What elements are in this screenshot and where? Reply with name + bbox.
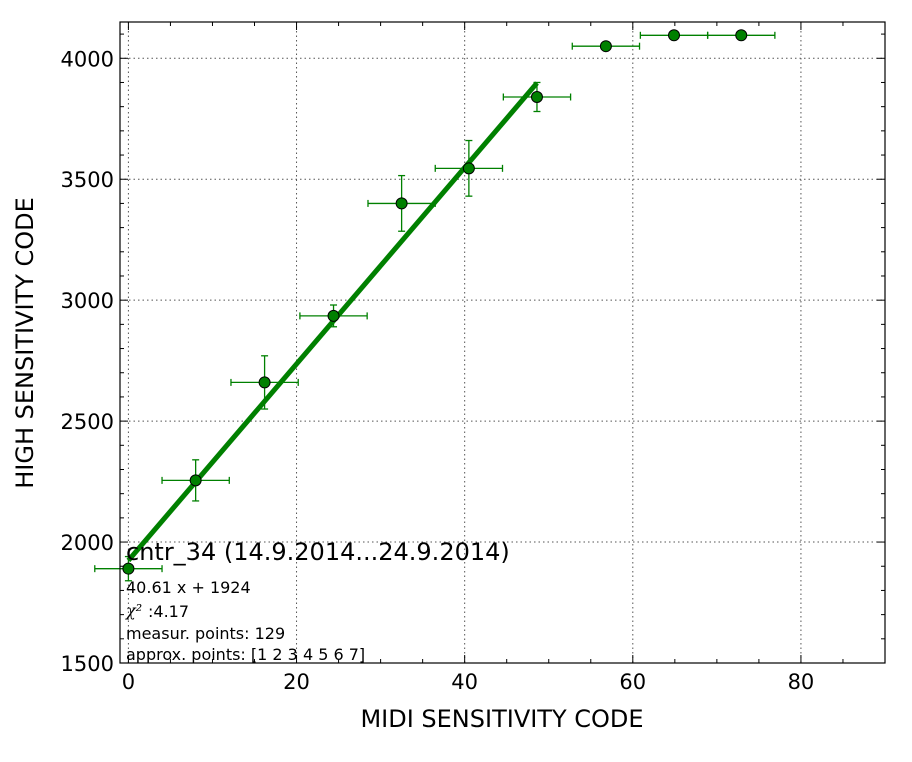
- approx-points-text: approx. points: [1 2 3 4 5 6 7]: [126, 645, 365, 664]
- chi-squared-symbol: χ²: [125, 601, 142, 620]
- annotation-block: cntr_34 (14.9.2014...24.9.2014) 40.61 x …: [125, 538, 510, 664]
- minor-ticks: [120, 22, 886, 663]
- y-tick-label: 3500: [61, 168, 114, 192]
- y-tick-label: 1500: [61, 652, 114, 676]
- y-tick-label: 4000: [61, 47, 114, 71]
- data-point: [599, 40, 612, 53]
- data-point: [530, 90, 543, 103]
- x-tick-label: 80: [788, 670, 815, 694]
- x-tick-label: 0: [122, 670, 135, 694]
- measur-points-text: measur. points: 129: [126, 624, 285, 643]
- x-tick-label: 40: [451, 670, 478, 694]
- x-axis-label: MIDI SENSITIVITY CODE: [360, 705, 643, 733]
- fit-equation: 40.61 x + 1924: [126, 578, 251, 597]
- x-tick-label: 20: [283, 670, 310, 694]
- data-point: [258, 376, 271, 389]
- y-tick-label: 2500: [61, 410, 114, 434]
- data-point: [122, 562, 135, 575]
- chi-squared-value: :4.17: [148, 602, 189, 621]
- data-point: [462, 162, 475, 175]
- data-point: [735, 29, 748, 42]
- data-point: [395, 197, 408, 210]
- data-point: [189, 474, 202, 487]
- y-axis-label: HIGH SENSITIVITY CODE: [11, 197, 39, 489]
- data-point: [667, 29, 680, 42]
- data-point: [327, 309, 340, 322]
- annotation-title: cntr_34 (14.9.2014...24.9.2014): [126, 538, 510, 566]
- data-points: [122, 29, 748, 575]
- y-tick-labels: 1500 2000 2500 3000 3500 4000: [61, 47, 114, 676]
- y-tick-label: 2000: [61, 531, 114, 555]
- x-tick-labels: 0 20 40 60 80: [122, 670, 815, 694]
- y-tick-label: 3000: [61, 289, 114, 313]
- plot-frame: [119, 21, 886, 664]
- x-tick-label: 60: [619, 670, 646, 694]
